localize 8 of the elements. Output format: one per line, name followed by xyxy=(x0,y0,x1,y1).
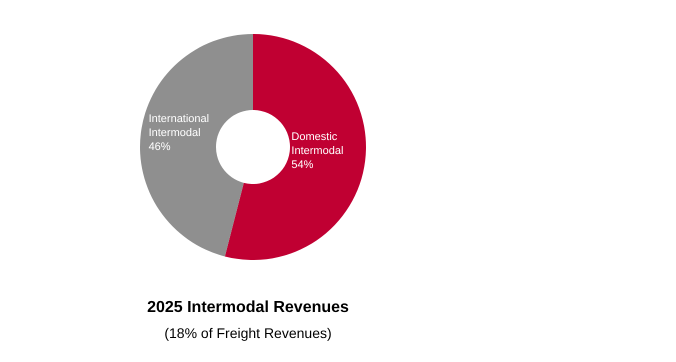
data-label: 46% xyxy=(148,140,171,153)
text: (18% of Freight Revenues) xyxy=(163,325,333,341)
donut-slice xyxy=(224,34,366,260)
slice-label: Domestic Intermodal xyxy=(291,130,344,157)
donut-slice xyxy=(140,34,253,256)
text: 2025 Intermodal Revenues xyxy=(146,299,350,317)
slice-label: International Intermodal xyxy=(148,112,210,139)
data-label: 54% xyxy=(291,158,314,171)
